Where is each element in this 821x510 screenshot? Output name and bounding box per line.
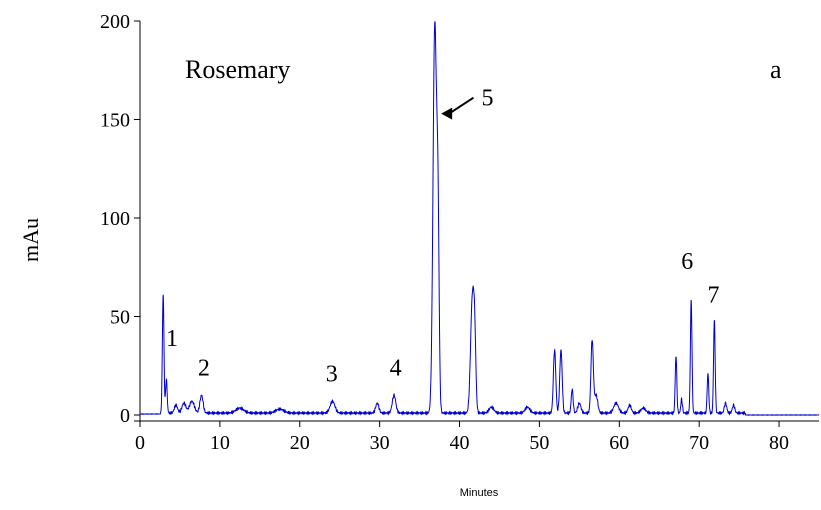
x-tick-label: 0	[135, 432, 145, 454]
peak-annotations: 12 3 4 5 67	[166, 86, 720, 388]
x-tick-label: 10	[210, 432, 230, 454]
chromatogram-trace	[139, 21, 820, 416]
x-tick-label: 70	[689, 432, 709, 454]
y-tick-label: 200	[100, 11, 130, 33]
peak-arrow-head	[441, 107, 453, 120]
peak-label-1: 1	[166, 326, 178, 352]
x-tick-label: 30	[370, 432, 390, 454]
peak-label-2: 2	[198, 356, 210, 382]
x-tick-label: 80	[769, 432, 789, 454]
peak-label-7: 7	[708, 283, 720, 309]
y-axis-label: mAu	[18, 218, 43, 262]
peak-label-6: 6	[681, 249, 693, 275]
y-tick-label: 50	[110, 307, 130, 329]
y-tick-label: 0	[120, 405, 130, 427]
x-tick-label: 20	[290, 432, 310, 454]
peak-label-5: 5	[481, 86, 493, 112]
x-tick-label: 60	[609, 432, 629, 454]
x-tick-label: 50	[529, 432, 549, 454]
x-tick-label: 40	[450, 432, 470, 454]
peak-label-3: 3	[326, 362, 338, 388]
panel-label: Rosemary	[185, 55, 290, 84]
tick-marks	[134, 20, 780, 427]
y-tick-label: 100	[100, 208, 130, 230]
x-axis-label: Minutes	[460, 487, 499, 499]
axes	[134, 21, 819, 422]
peak-label-4: 4	[390, 356, 402, 382]
tick-labels: 0 50 100 150 200 0 10 20 30 40 50 60 70 80	[100, 11, 789, 454]
peak-arrow-line	[448, 96, 475, 115]
corner-label: a	[770, 55, 782, 84]
y-tick-label: 150	[100, 110, 130, 132]
